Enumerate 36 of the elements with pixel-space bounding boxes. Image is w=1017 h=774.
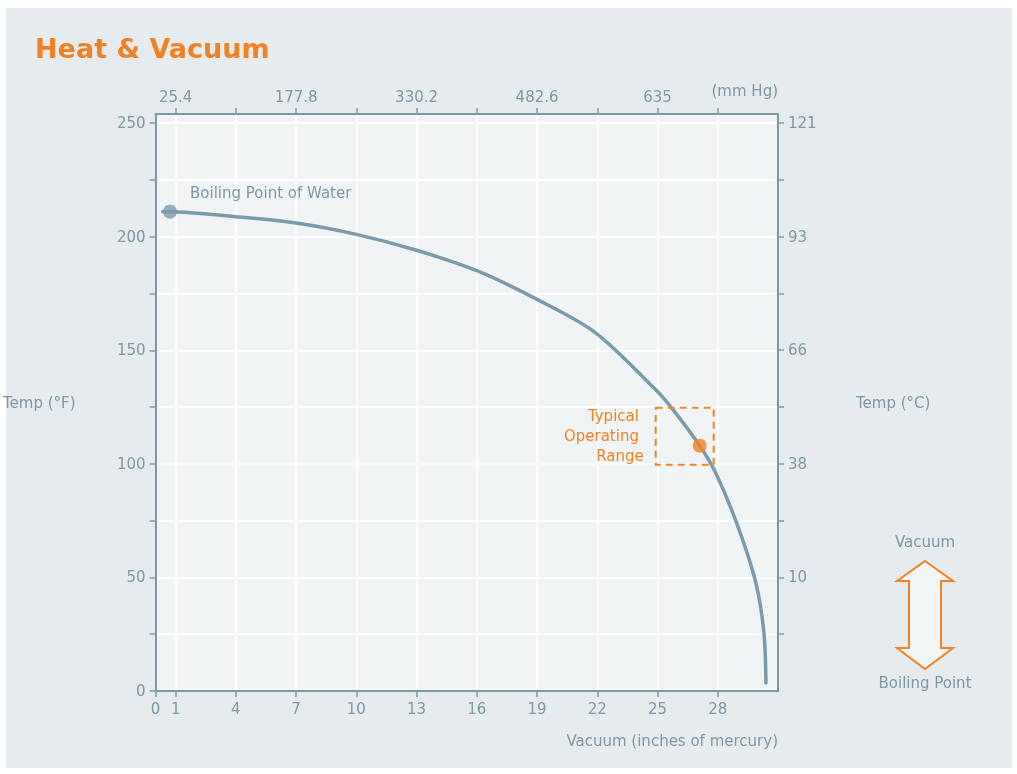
x-tick-label: 25 (647, 699, 668, 718)
chart-title: Heat & Vacuum (35, 33, 270, 64)
annotation: Typical Operating Range (563, 406, 644, 465)
y-tick-label: 200 (116, 227, 146, 246)
x-tick-label: 22 (587, 699, 607, 718)
x-tick-label: 1 (170, 699, 181, 718)
y2-axis-title: Temp (°C) (855, 393, 931, 412)
y2-tick-label: 93 (788, 227, 808, 246)
x2-axis-title: (mm Hg) (711, 81, 778, 100)
x-tick-label: 16 (467, 699, 487, 718)
y2-tick-label: 121 (788, 114, 817, 132)
x-tick-label: 0 (150, 699, 161, 718)
x2-tick-label: 25.4 (158, 87, 193, 106)
x-tick-label: 7 (291, 699, 301, 718)
x-tick-label: 4 (231, 699, 241, 718)
y2-tick-label: 38 (788, 454, 808, 473)
y-axis-title: Temp (°F) (2, 393, 76, 412)
x-tick-label: 10 (346, 699, 366, 718)
y2-tick-label: 10 (788, 568, 808, 587)
x2-tick-label: 482.6 (515, 87, 559, 106)
y-tick-label: 150 (116, 341, 146, 360)
annotation: Boiling Point of Water (190, 184, 353, 203)
x-tick-label: 13 (407, 699, 427, 718)
x-tick-label: 28 (708, 699, 728, 718)
x2-tick-label: 635 (643, 87, 672, 106)
x2-tick-label: 330.2 (395, 87, 439, 106)
y-tick-label: 0 (136, 682, 146, 700)
x2-tick-label: 177.8 (274, 87, 318, 106)
y-tick-label: 100 (116, 454, 146, 473)
text: Vacuum (894, 532, 956, 551)
x-axis-title: Vacuum (inches of mercury) (566, 731, 778, 750)
x-tick-label: 19 (527, 699, 547, 718)
y2-tick-label: 66 (788, 340, 808, 359)
y-tick-label: 50 (126, 568, 146, 587)
text: Boiling Point (878, 673, 972, 692)
y-tick-label: 250 (116, 114, 146, 133)
